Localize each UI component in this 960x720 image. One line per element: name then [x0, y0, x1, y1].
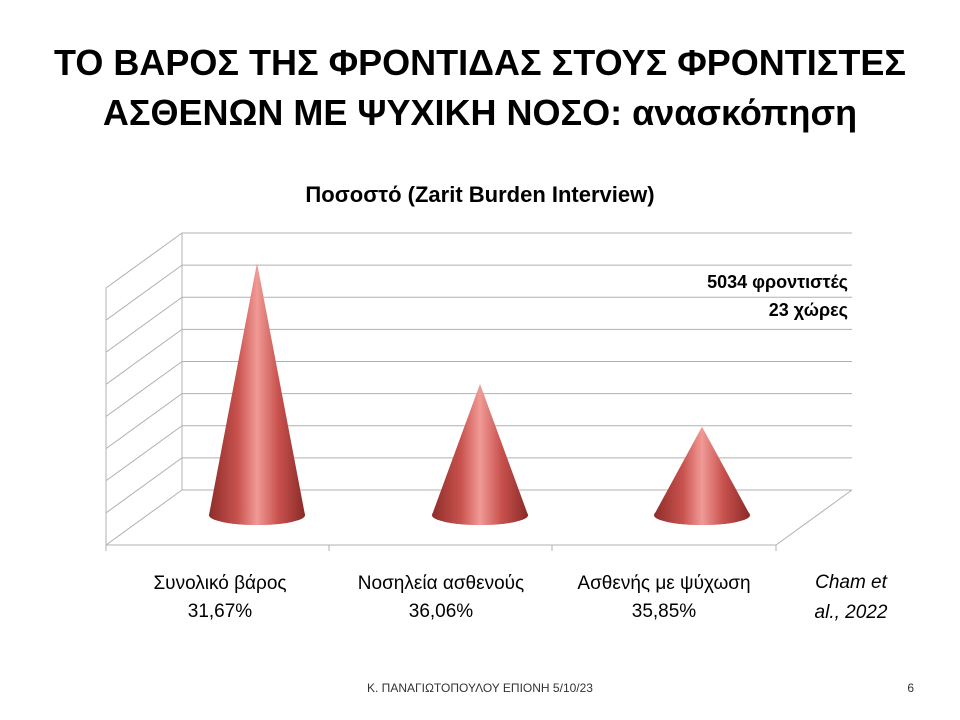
- gridline-left-1: [105, 457, 183, 514]
- category-name: Συνολικό βάρος: [153, 573, 287, 594]
- cone-psychosis: [654, 426, 750, 525]
- gridline-left-4: [105, 361, 183, 417]
- citation-line-2: al., 2022: [814, 602, 888, 623]
- category-label-hospitalization: Νοσηλεία ασθενούς 36,06%: [331, 570, 551, 626]
- chart-cones: [209, 263, 750, 525]
- category-label-total-burden: Συνολικό βάρος 31,67%: [110, 570, 330, 626]
- citation-line-1: Cham et: [815, 572, 887, 593]
- gridline-left-3: [105, 393, 183, 450]
- cone-body: [432, 383, 528, 525]
- gridline-left-8: [105, 232, 183, 289]
- note-countries: 23 χώρες: [768, 300, 848, 320]
- value-label: 31,67%: [187, 601, 253, 622]
- chart-note: 5034 φροντιστές 23 χώρες: [707, 268, 848, 324]
- gridline-left-2: [105, 425, 183, 482]
- category-name: Νοσηλεία ασθενούς: [357, 573, 525, 594]
- value-label: 35,85%: [631, 601, 697, 622]
- cone-body: [654, 426, 750, 525]
- gridline-left-7: [105, 264, 183, 321]
- page-number: 6: [907, 681, 914, 695]
- value-label: 36,06%: [408, 601, 474, 622]
- category-label-psychosis: Ασθενής με ψύχωση 35,85%: [554, 570, 774, 626]
- slide-title-line-2: ΑΣΘΕΝΩΝ ΜΕ ΨΥΧΙΚΗ ΝΟΣΟ: ανασκόπηση: [102, 92, 858, 133]
- cone-body: [209, 263, 305, 525]
- floor-right-edge: [775, 489, 853, 546]
- slide-footer: Κ. ΠΑΝΑΓΙΩΤΟΠΟΥΛΟΥ ΕΠΙΟΝΗ 5/10/23: [367, 681, 593, 695]
- chart-title: Ποσοστό (Zarit Burden Interview): [305, 182, 655, 207]
- gridline-left-5: [105, 328, 183, 385]
- category-name: Ασθενής με ψύχωση: [577, 573, 751, 594]
- slide-title-line-1: ΤΟ ΒΑΡΟΣ ΤΗΣ ΦΡΟΝΤΙΔΑΣ ΣΤΟΥΣ ΦΡΟΝΤΙΣΤΕΣ: [54, 42, 906, 83]
- gridline-left-0: [105, 489, 183, 546]
- cone-hospitalization: [432, 383, 528, 525]
- gridline-left-6: [105, 296, 183, 353]
- cone-total-burden: [209, 263, 305, 525]
- slide-title: ΤΟ ΒΑΡΟΣ ΤΗΣ ΦΡΟΝΤΙΔΑΣ ΣΤΟΥΣ ΦΡΟΝΤΙΣΤΕΣ …: [30, 38, 930, 138]
- citation: Cham et al., 2022: [796, 568, 906, 628]
- note-caregivers: 5034 φροντιστές: [707, 272, 848, 292]
